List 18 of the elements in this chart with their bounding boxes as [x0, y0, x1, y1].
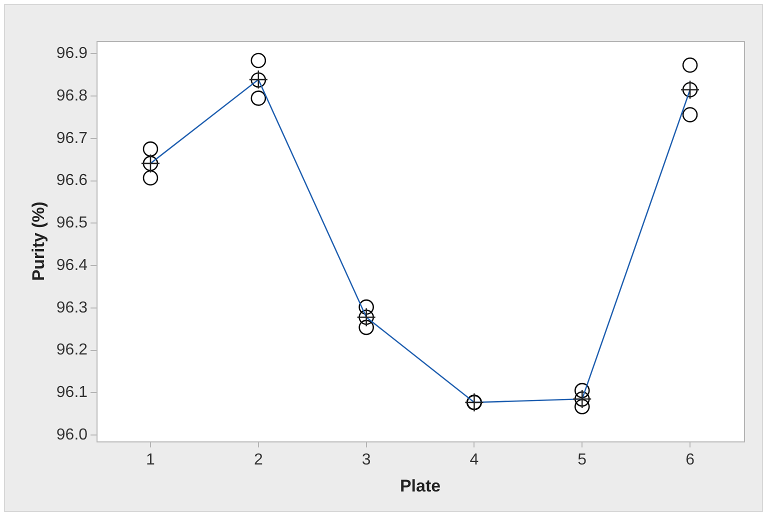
y-tick-label: 96.8: [56, 87, 88, 104]
x-tick-label: 6: [686, 451, 695, 468]
y-tick-label: 96.7: [56, 130, 88, 147]
y-tick-label: 96.4: [56, 256, 88, 274]
y-tick-label: 96.2: [56, 342, 88, 359]
y-tick-label: 96.5: [56, 214, 88, 232]
x-tick-label: 5: [578, 451, 587, 468]
y-axis-title: Purity (%): [28, 202, 48, 281]
x-tick-label: 3: [362, 451, 371, 468]
x-axis-title: Plate: [400, 476, 441, 496]
y-tick-label: 96.6: [56, 172, 88, 190]
x-tick-label: 1: [146, 451, 156, 468]
x-tick-label: 2: [254, 451, 263, 468]
y-tick-label: 96.1: [56, 384, 88, 402]
y-tick-label: 96.9: [56, 45, 88, 62]
x-tick-label: 4: [470, 451, 479, 468]
y-tick-label: 96.0: [56, 426, 88, 444]
y-tick-label: 96.3: [56, 299, 88, 316]
